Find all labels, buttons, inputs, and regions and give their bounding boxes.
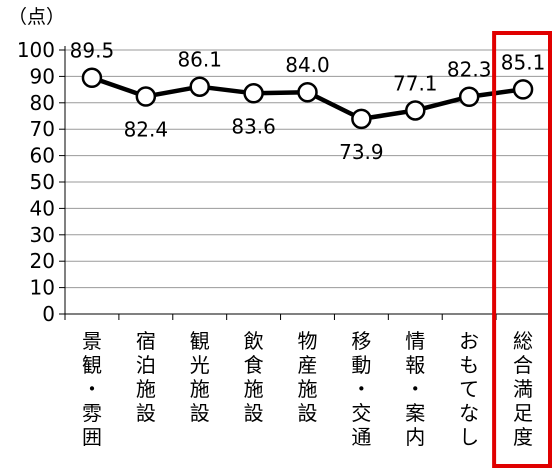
data-point: [243, 83, 264, 104]
data-label: 73.9: [339, 140, 384, 164]
category-label-char: 総: [513, 329, 533, 353]
category-label-char: 施: [190, 377, 210, 401]
data-point: [81, 67, 103, 88]
data-point: [189, 76, 210, 97]
y-tick-label: 100: [17, 38, 55, 62]
y-tick-label: 10: [30, 276, 55, 300]
y-tick-label: 70: [30, 117, 55, 141]
data-label: 89.5: [70, 39, 115, 63]
category-label-char: 情: [405, 329, 425, 353]
category-label-char: 設: [298, 401, 318, 425]
data-label: 77.1: [393, 71, 438, 95]
category-label-char: ・: [351, 377, 371, 401]
gridlines: [65, 49, 550, 289]
category-label-char: 案: [405, 401, 425, 425]
y-tick-label: 40: [30, 196, 55, 220]
category-label-char: 移: [351, 329, 371, 353]
category-label-char: な: [459, 401, 479, 425]
category-label-char: 施: [298, 377, 318, 401]
data-label: 84.0: [285, 53, 330, 77]
category-label-char: ・: [405, 377, 425, 401]
category-label-char: し: [459, 425, 479, 449]
category-label-char: 雰: [82, 401, 102, 425]
axes: [64, 46, 551, 320]
category-label-char: 設: [190, 401, 210, 425]
category-label-char: 囲: [82, 425, 102, 449]
category-label-char: 宿: [136, 329, 156, 353]
data-point: [297, 81, 318, 103]
data-point: [135, 86, 157, 107]
category-label-char: て: [459, 377, 479, 401]
data-label: 85.1: [501, 50, 546, 74]
data-point: [351, 108, 372, 130]
category-label-char: 設: [136, 401, 156, 425]
category-label-char: 合: [513, 353, 533, 377]
category-label-char: 泊: [136, 353, 156, 377]
category-label-char: 足: [513, 401, 533, 425]
data-label: 86.1: [177, 48, 222, 72]
data-label: 82.3: [447, 58, 492, 82]
category-label-char: 施: [244, 377, 264, 401]
y-tick-label: 50: [30, 170, 55, 194]
category-label-char: 交: [351, 401, 371, 425]
y-tick-label: 90: [30, 64, 55, 88]
category-label-char: 満: [513, 377, 533, 401]
category-label-char: 施: [136, 377, 156, 401]
data-point: [512, 79, 534, 100]
category-label-char: 報: [405, 353, 425, 377]
y-axis-unit-label: （点）: [8, 6, 65, 28]
category-label-char: も: [459, 353, 479, 377]
data-point: [405, 100, 426, 121]
y-tick-label: 60: [30, 144, 55, 168]
category-label-char: 度: [513, 425, 533, 449]
category-label-char: お: [459, 329, 479, 353]
category-label-char: 観: [190, 329, 210, 353]
category-label-char: 物: [298, 329, 318, 353]
category-label-char: 飲: [244, 329, 264, 353]
y-tick-label: 0: [42, 302, 55, 326]
category-label-char: 光: [190, 353, 210, 377]
category-label-char: ・: [82, 377, 102, 401]
category-label-char: 産: [298, 353, 318, 377]
data-point: [458, 86, 480, 107]
category-label-char: 通: [351, 425, 371, 449]
category-label-char: 食: [244, 353, 264, 377]
data-labels: 89.5 82.4 86.1 83.6 84.0 73.9 77.1 82.3 85.1: [70, 39, 546, 164]
y-tick-label: 20: [30, 249, 55, 273]
category-label-char: 景: [82, 329, 102, 353]
y-tick-label: 30: [30, 223, 55, 247]
category-label-char: 設: [244, 401, 264, 425]
category-label-char: 内: [405, 425, 425, 449]
category-labels: 景観・雰囲宿泊施設観光施設飲食施設物産施設移動・交通情報・案内おもてなし総合満足…: [82, 329, 533, 449]
highlight-box: [492, 31, 553, 468]
series: [81, 67, 534, 130]
data-label: 82.4: [124, 117, 169, 141]
data-label: 83.6: [231, 114, 276, 138]
y-tick-label: 80: [30, 91, 55, 115]
category-label-char: 動: [351, 353, 371, 377]
category-label-char: 観: [82, 353, 102, 377]
